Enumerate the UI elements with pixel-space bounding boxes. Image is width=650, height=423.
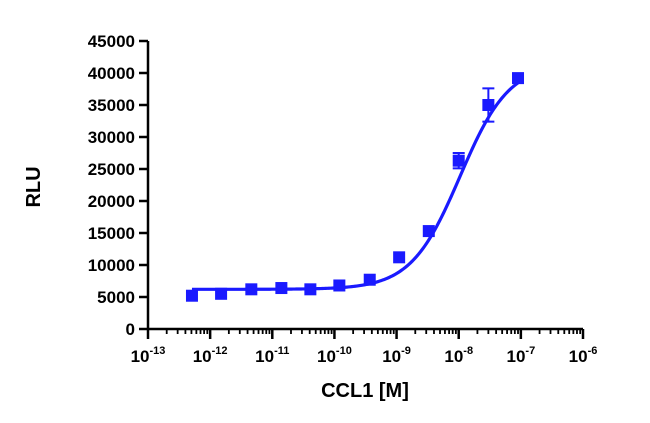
data-point [512,72,525,85]
data-point [185,289,198,302]
data-point [275,282,288,295]
x-axis: 10-13 10-12 10-11 10-10 10-9 10-8 10-7 10-6 [131,327,598,366]
y-tick-label: 20000 [88,192,135,211]
x-tick-exponent: -6 [588,345,598,357]
x-tick-exponent: -8 [463,345,473,357]
y-tick-label: 0 [126,320,135,339]
x-tick-exponent: -7 [525,345,535,357]
data-point [482,99,495,111]
x-axis-title: CCL1 [M] [321,380,409,402]
x-tick-label: 10-7 [507,345,536,366]
x-tick-label: 10-13 [131,345,166,366]
x-tick-label: 10-6 [569,345,598,366]
x-tick-label: 10-8 [444,345,473,366]
y-tick-label: 35000 [88,96,135,115]
data-points-layer [185,72,525,302]
x-tick-exponent: -9 [401,345,411,357]
x-tick-base: 10 [193,347,212,366]
y-tick-label: 5000 [97,288,135,307]
y-axis: 0 5000 10000 15000 20000 25000 30000 35000 40000… [88,32,150,339]
y-tick-label: 30000 [88,128,135,147]
y-tick-label: 25000 [88,160,135,179]
x-tick-label: 10-11 [255,345,289,366]
y-tick-label: 45000 [88,32,135,51]
data-point [393,251,406,264]
x-tick-label: 10-10 [317,345,352,366]
x-tick-base: 10 [317,347,336,366]
data-point [304,283,317,296]
x-tick-base: 10 [569,347,588,366]
x-tick-label: 10-9 [382,345,411,366]
x-tick-base: 10 [507,347,526,366]
fit-curve [191,81,519,291]
data-point [245,283,258,296]
data-point [363,273,376,286]
x-tick-exponent: -13 [150,345,166,357]
fit-curve-layer [191,81,519,291]
x-tick-exponent: -11 [274,345,289,357]
data-point [422,225,435,238]
y-axis-title: RLU [23,166,45,207]
y-tick-label: 10000 [88,256,135,275]
data-point [452,154,465,167]
y-tick-label: 40000 [88,64,135,83]
x-tick-exponent: -12 [212,345,228,357]
x-tick-label: 10-12 [193,345,228,366]
y-tick-label: 15000 [88,224,135,243]
x-tick-base: 10 [382,347,401,366]
data-point [215,287,228,300]
data-point [333,279,346,292]
x-tick-base: 10 [131,347,150,366]
x-tick-base: 10 [444,347,463,366]
x-tick-base: 10 [255,347,274,366]
x-tick-exponent: -10 [336,345,352,357]
